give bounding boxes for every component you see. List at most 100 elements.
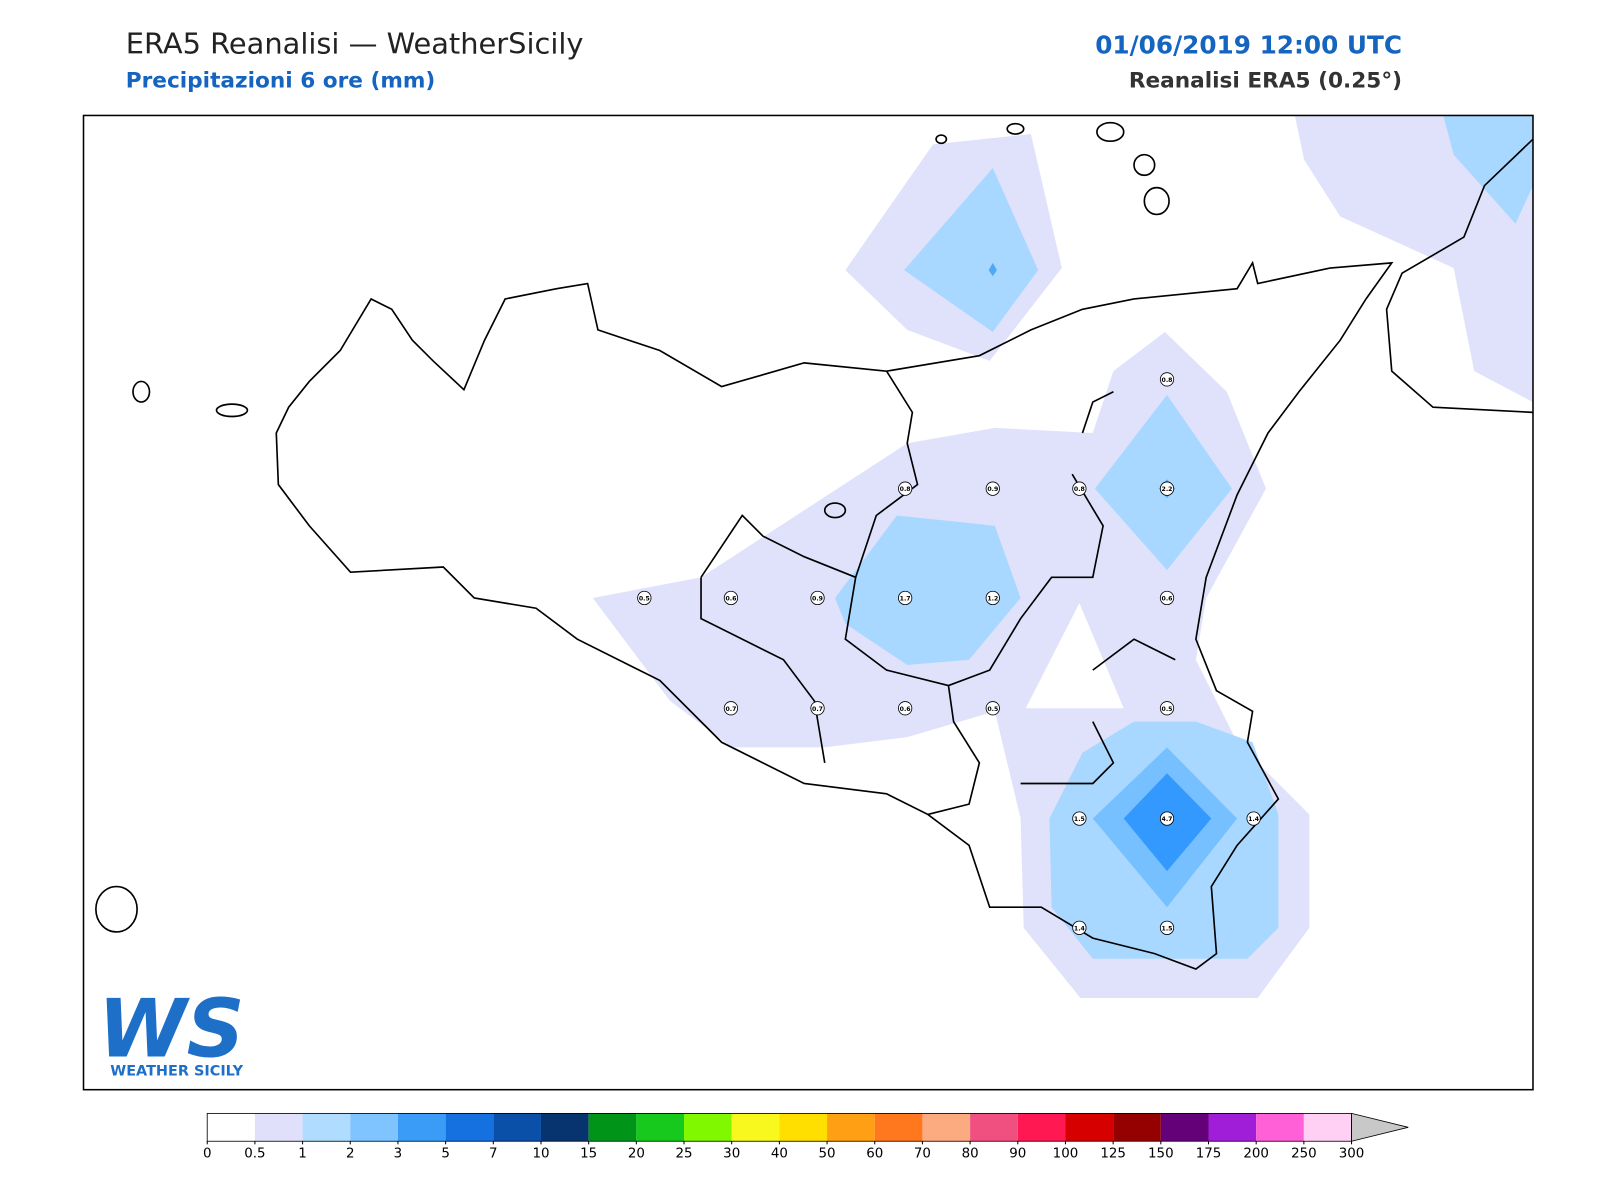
station-value: 0.5 [1162,706,1173,713]
colorbar-segment [1160,1113,1209,1142]
title: ERA5 Reanalisi — WeatherSicily [126,27,584,61]
colorbar-segment [302,1113,351,1142]
station: 0.6 [1159,590,1175,606]
station: 0.5 [985,701,1000,716]
station-marker [985,701,1000,716]
station: 0.5 [1159,701,1175,716]
colorbar-segment [1065,1113,1114,1142]
colorbar-segment [493,1113,541,1142]
station: 1.4 [1072,920,1087,935]
colorbar-segment [779,1113,828,1142]
colorbar-segment [970,1113,1018,1142]
colorbar-tick-label: 15 [580,1147,597,1162]
station-value: 0.5 [639,595,650,602]
station-value: 0.7 [812,706,823,713]
coastline [95,121,1533,971]
station-value: 1.4 [1248,816,1260,823]
colorbar-tick-label: 125 [1100,1147,1126,1162]
colorbar-tick-label: 100 [1053,1147,1079,1162]
station-marker [1072,920,1087,935]
logo: WS WEATHER SICILY [98,982,245,1080]
station-value: 1.5 [1074,816,1085,823]
colorbar-segment [1208,1113,1257,1142]
station-value: 0.8 [900,486,911,493]
colorbar-segment [731,1113,780,1142]
station-value: 1.4 [1074,925,1086,932]
station-marker [1072,481,1087,496]
station: 1.5 [1072,811,1087,826]
station-value: 0.5 [987,706,998,713]
colorbar-tick-label: 0 [203,1147,212,1162]
station: 2.2 [1159,481,1175,496]
logo-name: WEATHER SICILY [110,1063,243,1079]
colorbar-tick-label: 250 [1291,1147,1317,1162]
colorbar-segment [350,1113,398,1142]
station-marker [810,701,825,716]
station-marker [985,481,1000,496]
datetime: 01/06/2019 12:00 UTC [1095,31,1402,60]
stations: 0.8 0.8 0.9 0.8 2.2 0.5 0.6 0.9 1.7 1.2 0.6 0.7 0.7 0… [637,372,1261,935]
station-marker [985,590,1000,606]
station: 0.6 [723,590,739,606]
station: 0.8 [898,481,913,496]
station-marker [1159,811,1175,826]
station: 1.5 [1159,920,1175,935]
station-marker [637,590,652,606]
station-value: 0.7 [725,706,736,713]
colorbar-tick-label: 0.5 [244,1147,265,1162]
station-value: 4.7 [1162,816,1173,823]
station-marker [898,701,913,716]
colorbar-tick-label: 50 [819,1147,836,1162]
colorbar-tick-label: 20 [628,1147,645,1162]
subtitle: Precipitazioni 6 ore (mm) [126,69,436,94]
colorbar-tick-label: 5 [441,1147,450,1162]
station: 1.7 [898,590,913,606]
station-value: 1.7 [900,595,911,602]
station-value: 1.5 [1162,925,1173,932]
station-value: 0.8 [1162,377,1173,384]
station-marker [1072,811,1087,826]
colorbar-tick-label: 60 [866,1147,883,1162]
station: 4.7 [1159,811,1175,826]
colorbar-segment [922,1113,971,1142]
colorbar-tick-label: 1 [298,1147,307,1162]
colorbar-segment [1303,1113,1352,1142]
colorbar-segment [1113,1113,1161,1142]
station: 0.9 [810,590,825,606]
station-marker [723,701,739,716]
station-value: 0.6 [1162,595,1173,602]
colorbar-extension [1351,1112,1409,1142]
station: 0.7 [723,701,739,716]
colorbar-tick-label: 2 [346,1147,355,1162]
colorbar-segment [445,1113,494,1142]
colorbar-tick-label: 25 [675,1147,692,1162]
station-marker [1159,372,1175,387]
source: Reanalisi ERA5 (0.25°) [1129,69,1402,94]
station: 0.9 [985,481,1000,496]
colorbar-tick-label: 40 [771,1147,788,1162]
colorbar-segment [540,1113,589,1142]
colorbar-tick-label: 70 [914,1147,931,1162]
station-value: 0.9 [987,486,998,493]
station-marker [810,590,825,606]
map-frame [82,114,1534,1091]
colorbar-tick-label: 80 [962,1147,979,1162]
colorbar-tick-label: 3 [394,1147,403,1162]
station-marker [723,590,739,606]
colorbar-segment [588,1113,637,1142]
logo-mark: WS [98,982,245,1076]
colorbar-tick-label: 10 [532,1147,549,1162]
station-marker [1159,590,1175,606]
colorbar-tick-label: 175 [1196,1147,1222,1162]
station-value: 0.9 [812,595,823,602]
station-marker [1159,481,1175,496]
station-value: 1.2 [987,595,998,602]
station: 0.7 [810,701,825,716]
colorbar-tick-label: 150 [1148,1147,1174,1162]
colorbar-tick-label: 300 [1339,1147,1365,1162]
colorbar-tick-label: 7 [489,1147,498,1162]
station-value: 0.6 [725,595,736,602]
colorbar-tick-label: 90 [1009,1147,1026,1162]
